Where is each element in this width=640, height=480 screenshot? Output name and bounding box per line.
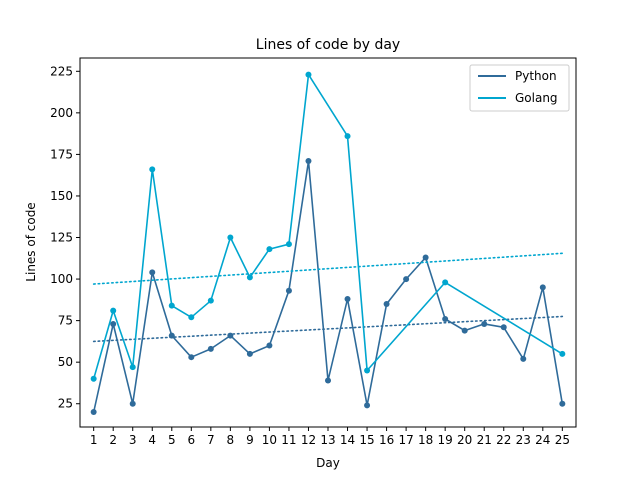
python-data-point xyxy=(168,332,175,339)
golang-data-point xyxy=(344,133,351,140)
x-tick-label: 9 xyxy=(246,433,254,447)
python-data-point xyxy=(90,409,97,416)
golang-data-point xyxy=(168,302,175,309)
python-data-point xyxy=(403,276,410,283)
python-data-point xyxy=(442,315,449,322)
y-tick-label: 25 xyxy=(58,397,73,411)
python-data-point xyxy=(246,350,253,357)
legend-python-label: Python xyxy=(515,69,557,83)
python-data-point xyxy=(539,284,546,291)
golang-data-point xyxy=(207,297,214,304)
x-tick-label: 16 xyxy=(379,433,394,447)
legend-golang-label: Golang xyxy=(515,91,558,105)
python-data-point xyxy=(559,400,566,407)
python-data-point xyxy=(520,355,527,362)
python-data-point xyxy=(461,327,468,334)
plot-area xyxy=(90,71,566,416)
x-tick-label: 5 xyxy=(168,433,176,447)
y-tick-label: 200 xyxy=(50,106,73,120)
golang-data-point xyxy=(266,246,273,253)
golang-data-point xyxy=(90,375,97,382)
golang-data-point xyxy=(129,364,136,371)
x-tick-label: 22 xyxy=(496,433,511,447)
python-data-point xyxy=(266,342,273,349)
y-axis: 25 50 75 100 125 150 175 200 225 xyxy=(50,64,80,411)
python-data-point xyxy=(227,332,234,339)
golang-data-point xyxy=(559,350,566,357)
python-data-point xyxy=(188,354,195,361)
x-tick-label: 3 xyxy=(129,433,137,447)
golang-data-point xyxy=(364,367,371,374)
python-data-point xyxy=(325,377,331,384)
x-tick-label: 15 xyxy=(359,433,374,447)
golang-data-point xyxy=(442,279,449,286)
y-tick-label: 75 xyxy=(58,314,73,328)
python-trend-line xyxy=(92,315,564,343)
golang-data-point xyxy=(246,274,253,281)
python-data-point xyxy=(110,320,117,327)
python-data-point xyxy=(149,269,156,276)
python-data-point xyxy=(500,324,507,331)
python-data-point xyxy=(305,158,312,165)
x-tick-label: 19 xyxy=(438,433,453,447)
x-tick-label: 1 xyxy=(90,433,98,447)
python-series-line xyxy=(92,160,564,413)
python-data-point xyxy=(207,345,214,352)
x-tick-label: 24 xyxy=(535,433,550,447)
x-tick-label: 11 xyxy=(281,433,296,447)
chart-title: Lines of code by day xyxy=(256,37,400,53)
y-axis-label: Lines of code xyxy=(24,202,38,281)
x-tick-label: 23 xyxy=(516,433,531,447)
golang-series-line xyxy=(92,73,563,380)
x-tick-label: 4 xyxy=(148,433,156,447)
y-tick-label: 175 xyxy=(50,147,73,161)
python-data-point xyxy=(364,402,371,409)
y-tick-label: 125 xyxy=(50,231,73,245)
golang-data-point xyxy=(305,71,312,78)
x-tick-label: 20 xyxy=(457,433,472,447)
golang-data-point xyxy=(110,307,117,314)
axes-frame xyxy=(79,57,577,428)
x-tick-label: 13 xyxy=(320,433,335,447)
golang-trend-line xyxy=(92,252,564,285)
legend: Python Golang xyxy=(469,64,570,112)
python-data-point xyxy=(383,301,390,307)
x-tick-label: 8 xyxy=(227,433,235,447)
golang-data-point xyxy=(227,234,234,241)
python-data-point xyxy=(129,400,136,407)
golang-data-point xyxy=(285,241,292,248)
golang-data-point xyxy=(188,314,195,321)
y-tick-label: 100 xyxy=(50,272,73,286)
python-data-point xyxy=(481,320,488,327)
x-axis-label: Day xyxy=(316,456,340,470)
x-tick-label: 6 xyxy=(187,433,195,447)
x-tick-label: 10 xyxy=(262,433,277,447)
python-data-point xyxy=(422,254,429,261)
x-tick-label: 2 xyxy=(109,433,117,447)
y-tick-label: 225 xyxy=(50,64,73,78)
x-tick-label: 25 xyxy=(555,433,570,447)
x-tick-label: 21 xyxy=(477,433,492,447)
x-tick-label: 14 xyxy=(340,433,355,447)
x-tick-label: 12 xyxy=(301,433,316,447)
python-data-point xyxy=(344,296,351,303)
x-tick-label: 7 xyxy=(207,433,215,447)
x-tick-label: 18 xyxy=(418,433,433,447)
y-tick-label: 50 xyxy=(58,355,73,369)
python-data-point xyxy=(285,287,292,294)
y-tick-label: 150 xyxy=(50,189,73,203)
x-tick-label: 17 xyxy=(398,433,413,447)
golang-data-point xyxy=(149,166,156,173)
x-axis: 1 2 3 4 5 6 7 8 9 10 11 12 13 14 15 16 17 18 19 20 21 22 23 24 2… xyxy=(90,427,570,447)
